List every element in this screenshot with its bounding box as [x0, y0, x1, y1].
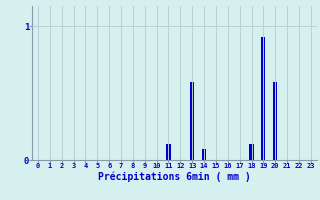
- Bar: [273, 82, 277, 160]
- Bar: [202, 149, 206, 160]
- Bar: [250, 144, 254, 160]
- Bar: [166, 144, 171, 160]
- Bar: [261, 37, 266, 160]
- X-axis label: Précipitations 6min ( mm ): Précipitations 6min ( mm ): [98, 172, 251, 182]
- Bar: [190, 82, 194, 160]
